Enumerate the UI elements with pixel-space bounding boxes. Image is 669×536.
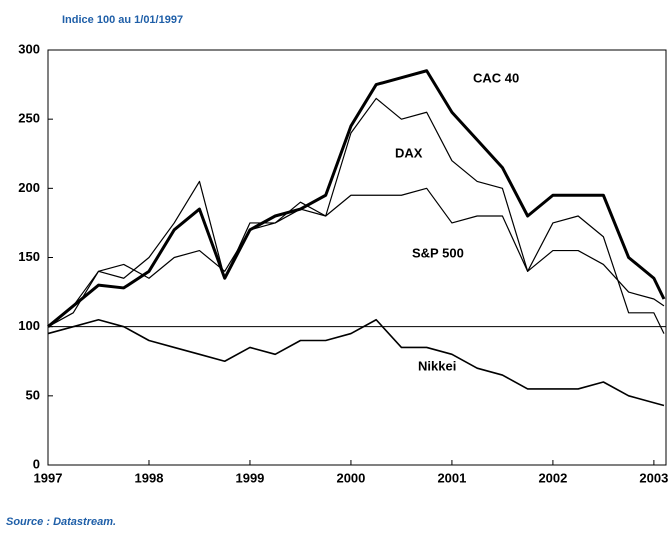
y-tick-label: 300 [18,41,40,56]
series-label: Nikkei [418,358,456,373]
x-tick-label: 2000 [336,470,365,485]
y-tick-label: 250 [18,111,40,126]
x-tick-label: 2003 [639,470,668,485]
series-label: S&P 500 [412,245,464,260]
y-tick-label: 200 [18,180,40,195]
plot-frame [47,49,667,466]
chart-title: Indice 100 au 1/01/1997 [62,14,183,26]
x-tick-label: 2001 [437,470,466,485]
y-tick-label: 100 [18,318,40,333]
x-tick-label: 2002 [538,470,567,485]
series-line [47,187,665,328]
series-line [47,69,666,328]
series-line [47,318,665,407]
x-tick-label: 1998 [135,470,164,485]
y-tick-label: 150 [18,249,40,264]
x-tick-label: 1997 [34,470,63,485]
series-label: CAC 40 [473,70,519,85]
series-label: DAX [395,145,423,160]
x-tick-label: 1999 [235,470,264,485]
source-note: Source : Datastream. [6,516,116,528]
y-tick-label: 0 [33,456,40,471]
series-line [47,97,665,334]
y-tick-label: 50 [26,387,40,402]
